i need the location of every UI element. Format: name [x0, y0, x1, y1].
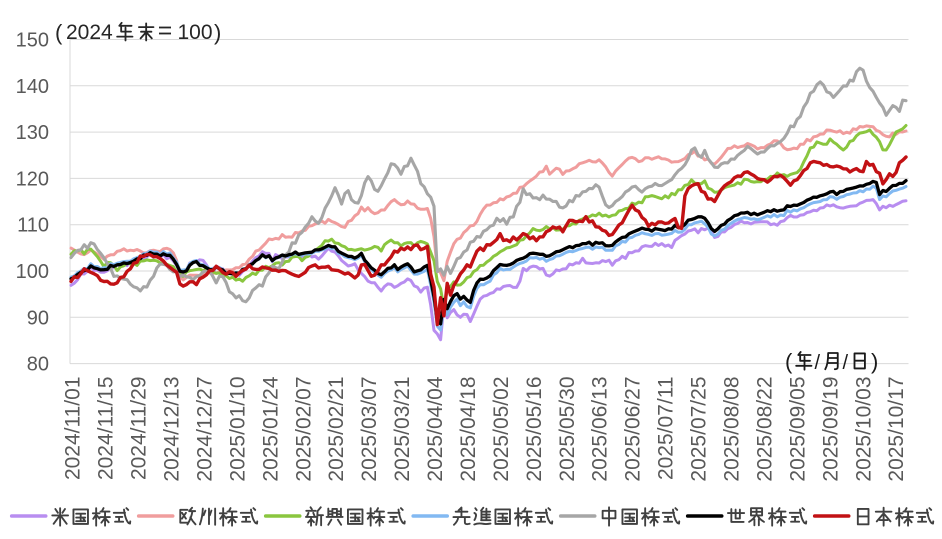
- svg-text:150: 150: [16, 30, 49, 52]
- svg-text:2025/01/10: 2025/01/10: [226, 377, 249, 482]
- svg-text:/: /: [815, 352, 821, 374]
- svg-text:130: 130: [16, 122, 49, 144]
- svg-text:2025/09/19: 2025/09/19: [819, 377, 842, 482]
- svg-text:2025/08/22: 2025/08/22: [753, 377, 776, 482]
- svg-text:2025/08/08: 2025/08/08: [721, 377, 744, 482]
- svg-text:2025/05/02: 2025/05/02: [490, 377, 513, 482]
- svg-text:2025/03/07: 2025/03/07: [358, 377, 381, 482]
- svg-text:80: 80: [27, 354, 49, 376]
- svg-text:2025/06/27: 2025/06/27: [622, 377, 645, 482]
- svg-text:2024/12/13: 2024/12/13: [161, 377, 184, 482]
- svg-text:(: (: [785, 349, 793, 374]
- svg-text:2025/09/05: 2025/09/05: [786, 377, 809, 482]
- svg-text:2025/04/04: 2025/04/04: [424, 376, 447, 481]
- svg-text:2024/11/29: 2024/11/29: [128, 377, 151, 481]
- svg-text:2025/05/30: 2025/05/30: [556, 377, 579, 482]
- svg-text:2025/07/25: 2025/07/25: [688, 377, 711, 482]
- svg-text:2025/06/13: 2025/06/13: [589, 377, 612, 482]
- svg-text:120: 120: [16, 168, 49, 190]
- svg-text:110: 110: [17, 215, 49, 237]
- svg-text:2025/07/11: 2025/07/11: [655, 377, 678, 481]
- svg-text:(: (: [55, 20, 63, 45]
- svg-text:): ): [214, 20, 221, 45]
- svg-text:100: 100: [16, 261, 49, 283]
- svg-text:2024/11/15: 2024/11/15: [95, 377, 118, 481]
- svg-text:2025/10/03: 2025/10/03: [852, 377, 875, 482]
- svg-text:90: 90: [27, 307, 49, 329]
- svg-text:/: /: [843, 352, 849, 374]
- svg-text:2024/12/27: 2024/12/27: [194, 377, 217, 482]
- svg-text:140: 140: [16, 76, 49, 98]
- svg-text:2025/03/21: 2025/03/21: [391, 377, 414, 482]
- svg-text:): ): [871, 349, 878, 374]
- svg-text:2025/04/18: 2025/04/18: [457, 377, 480, 482]
- svg-text:2024/11/01: 2024/11/01: [62, 377, 85, 481]
- svg-text:2025/10/17: 2025/10/17: [885, 377, 908, 482]
- svg-text:2025/05/16: 2025/05/16: [523, 377, 546, 482]
- svg-text:100: 100: [178, 21, 213, 44]
- svg-text:2024: 2024: [66, 21, 113, 44]
- svg-text:2025/01/24: 2025/01/24: [259, 376, 282, 481]
- svg-text:2025/02/21: 2025/02/21: [325, 377, 348, 482]
- svg-text:2025/02/07: 2025/02/07: [292, 377, 315, 482]
